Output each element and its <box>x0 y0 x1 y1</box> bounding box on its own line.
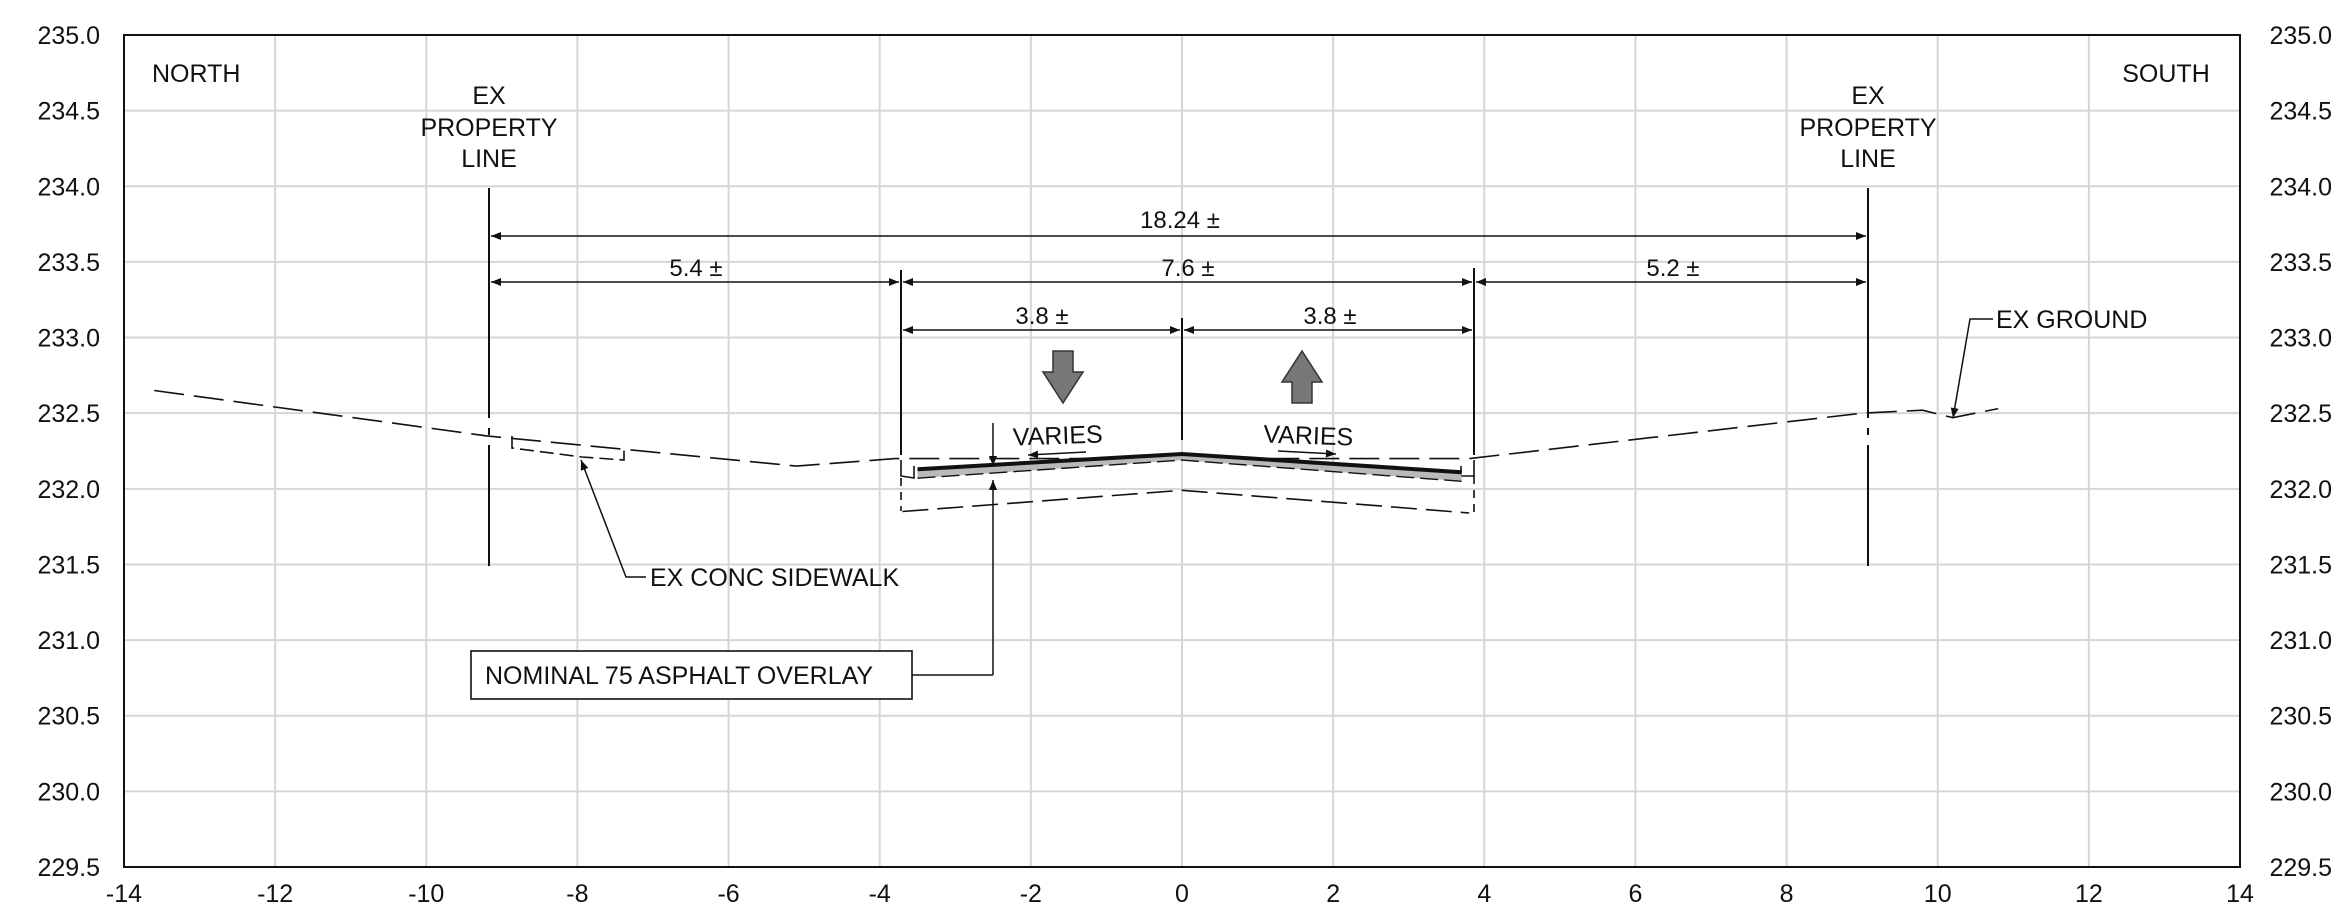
x-tick-label: -14 <box>106 880 142 908</box>
x-tick-label: -8 <box>566 880 588 908</box>
y-tick-label-right: 229.5 <box>2269 854 2332 882</box>
varies-left-label: VARIES <box>1012 420 1103 451</box>
y-tick-label-right: 230.0 <box>2269 778 2332 806</box>
left-curb <box>900 460 915 479</box>
y-tick-label-left: 232.0 <box>37 476 100 504</box>
left-lane-dimension-label: 3.8 ± <box>1015 303 1068 330</box>
y-tick-label-right: 231.5 <box>2269 551 2332 579</box>
northbound-traffic-arrow-icon <box>1280 349 1324 404</box>
dimension-lines <box>491 232 1866 334</box>
y-tick-label-left: 234.5 <box>37 98 100 126</box>
y-tick-label-left: 234.0 <box>37 173 100 201</box>
x-tick-label: 4 <box>1477 880 1491 908</box>
existing-sidewalk-outline <box>511 436 625 461</box>
right-property-line-text-3: LINE <box>1840 145 1896 173</box>
sidewalk-callout-label: EX CONC SIDEWALK <box>650 564 899 592</box>
right-property-line-label: EX PROPERTY LINE <box>1799 82 1936 173</box>
x-tick-label: 6 <box>1628 880 1642 908</box>
y-tick-label-left: 231.0 <box>37 627 100 655</box>
y-tick-label-right: 232.0 <box>2269 476 2332 504</box>
subgrade-edge-lines <box>900 476 1475 513</box>
ex-ground-callout-label: EX GROUND <box>1996 306 2147 334</box>
ex-ground-callout <box>1950 318 1993 419</box>
left-property-line-text-2: PROPERTY <box>420 114 557 142</box>
varies-right-label: VARIES <box>1263 420 1354 451</box>
right-property-line-text-2: PROPERTY <box>1799 114 1936 142</box>
axis-tick-labels: -14 -12 -10 -8 -6 -4 -2 0 2 4 6 8 10 12 14 235.0 235.0 23… <box>37 22 2332 908</box>
x-tick-label: -12 <box>257 880 293 908</box>
asphalt-overlay-bottom <box>917 459 1462 482</box>
sidewalk-callout <box>580 459 646 578</box>
sidewalk-leader-line <box>580 459 646 578</box>
y-tick-label-left: 231.5 <box>37 551 100 579</box>
y-tick-label-right: 234.0 <box>2269 173 2332 201</box>
y-tick-label-left: 230.5 <box>37 703 100 731</box>
south-label: SOUTH <box>2122 60 2210 88</box>
y-tick-label-left: 230.0 <box>37 778 100 806</box>
varies-right-arrow-icon <box>1277 449 1337 458</box>
x-tick-label: -4 <box>869 880 891 908</box>
y-tick-label-left: 229.5 <box>37 854 100 882</box>
plot-frame <box>123 34 2241 868</box>
y-tick-label-right: 233.5 <box>2269 249 2332 277</box>
x-tick-label: -6 <box>717 880 739 908</box>
road-subgrade-line <box>902 489 1470 514</box>
ex-ground-leader-line <box>1950 318 1993 419</box>
y-tick-label-left: 232.5 <box>37 400 100 428</box>
x-tick-label: 12 <box>2075 880 2103 908</box>
overlay-callout-label: NOMINAL 75 ASPHALT OVERLAY <box>485 662 873 690</box>
x-tick-label: 0 <box>1175 880 1189 908</box>
grid-lines <box>124 35 2240 867</box>
y-tick-label-right: 230.5 <box>2269 703 2332 731</box>
x-tick-label: 10 <box>1924 880 1952 908</box>
right-property-line-text-1: EX <box>1851 82 1885 110</box>
y-tick-label-right: 235.0 <box>2269 22 2332 50</box>
y-tick-label-left: 233.5 <box>37 249 100 277</box>
x-tick-label: 14 <box>2226 880 2254 908</box>
y-tick-label-right: 231.0 <box>2269 627 2332 655</box>
right-lane-dimension-label: 3.8 ± <box>1303 303 1356 330</box>
dimension-labels: 18.24 ± 5.4 ± 7.6 ± 5.2 ± 3.8 ± 3.8 ± <box>669 207 1699 330</box>
y-tick-label-right: 234.5 <box>2269 98 2332 126</box>
x-tick-label: 2 <box>1326 880 1340 908</box>
y-tick-label-right: 232.5 <box>2269 400 2332 428</box>
y-tick-label-right: 233.0 <box>2269 325 2332 353</box>
left-property-line-text-1: EX <box>472 82 506 110</box>
overlay-thickness-callout <box>912 423 997 676</box>
x-tick-label: -2 <box>1020 880 1042 908</box>
varies-left-arrow-icon <box>1027 450 1087 459</box>
asphalt-overlay-top <box>917 451 1462 475</box>
y-tick-label-left: 233.0 <box>37 325 100 353</box>
road-dimension-label: 7.6 ± <box>1161 255 1214 282</box>
property-lines <box>488 188 1869 566</box>
right-boulevard-dimension-label: 5.2 ± <box>1646 255 1699 282</box>
southbound-traffic-arrow-icon <box>1041 350 1085 405</box>
north-label: NORTH <box>152 60 240 88</box>
total-dimension-label: 18.24 ± <box>1140 207 1220 234</box>
asphalt-overlay-fill <box>917 454 1462 482</box>
left-property-line-label: EX PROPERTY LINE <box>420 82 557 173</box>
left-property-line-text-3: LINE <box>461 145 517 173</box>
left-boulevard-dimension-label: 5.4 ± <box>669 255 722 282</box>
right-curb <box>1460 460 1475 477</box>
x-tick-label: -10 <box>408 880 444 908</box>
overlay-callout-box <box>470 650 913 700</box>
x-tick-label: 8 <box>1780 880 1794 908</box>
y-tick-label-left: 235.0 <box>37 22 100 50</box>
